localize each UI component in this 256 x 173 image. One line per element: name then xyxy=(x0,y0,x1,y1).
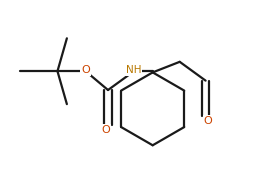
Text: O: O xyxy=(101,125,110,135)
Text: O: O xyxy=(204,116,212,126)
Text: O: O xyxy=(81,65,90,75)
Text: NH: NH xyxy=(126,65,142,75)
